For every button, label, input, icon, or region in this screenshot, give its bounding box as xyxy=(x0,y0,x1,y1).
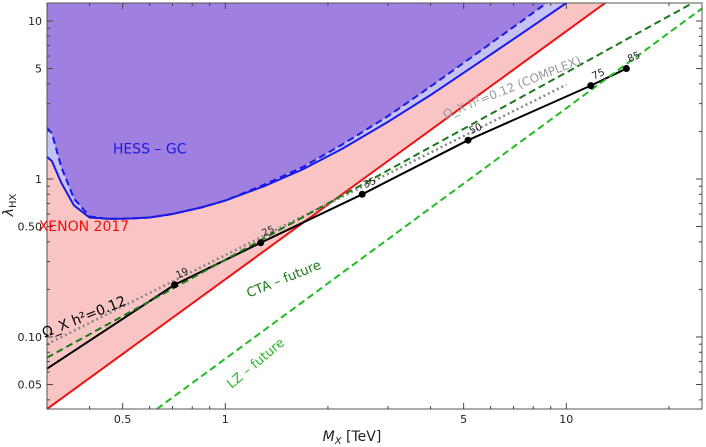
relic-point xyxy=(464,136,472,144)
series-line-5 xyxy=(47,3,695,359)
y-tick-label: 10 xyxy=(28,15,42,28)
plot-frame xyxy=(46,2,703,410)
annotation-label: HESS – GC xyxy=(113,141,187,157)
relic-point xyxy=(257,239,265,247)
x-tick-label: 1 xyxy=(222,413,229,426)
y-tick-label: 0.10 xyxy=(18,331,43,344)
plot-border xyxy=(46,2,703,410)
series-line-6 xyxy=(156,7,702,409)
x-tick-label: 10 xyxy=(559,413,573,426)
relic-point-label: 25 xyxy=(260,224,276,239)
y-tick-label: 5 xyxy=(35,63,42,76)
x-tick-label: 5 xyxy=(460,413,467,426)
hess-region xyxy=(47,3,606,219)
relic-point xyxy=(587,82,595,90)
y-tick-label: 0.05 xyxy=(18,379,43,392)
shaded-regions xyxy=(47,3,702,409)
annotation-label: XENON 2017 xyxy=(39,219,129,235)
relic-points: 19 25 35 50 75 85 xyxy=(171,50,642,289)
relic-point xyxy=(171,281,179,289)
relic-point xyxy=(622,65,630,73)
x-tick-label: 0.5 xyxy=(114,413,132,426)
series-line-4 xyxy=(47,83,567,346)
relic-point xyxy=(358,190,366,198)
axis-ticks: 0.5 1 5 10 0.05 0.10 0.50 1 5 10 xyxy=(18,3,702,426)
relic-point-label: 35 xyxy=(362,176,378,191)
relic-point-label: 75 xyxy=(591,67,607,82)
relic-point-label: 50 xyxy=(468,122,484,137)
y-axis-label: λHX xyxy=(1,194,19,218)
y-tick-label: 0.50 xyxy=(18,221,43,234)
relic-point-label: 19 xyxy=(174,266,190,281)
relic-point-label: 85 xyxy=(626,50,642,65)
x-axis-label: MX [TeV] xyxy=(323,429,382,447)
y-tick-label: 1 xyxy=(35,173,42,186)
series-line-1 xyxy=(47,3,549,220)
annotation-label: LZ – future xyxy=(224,336,287,393)
